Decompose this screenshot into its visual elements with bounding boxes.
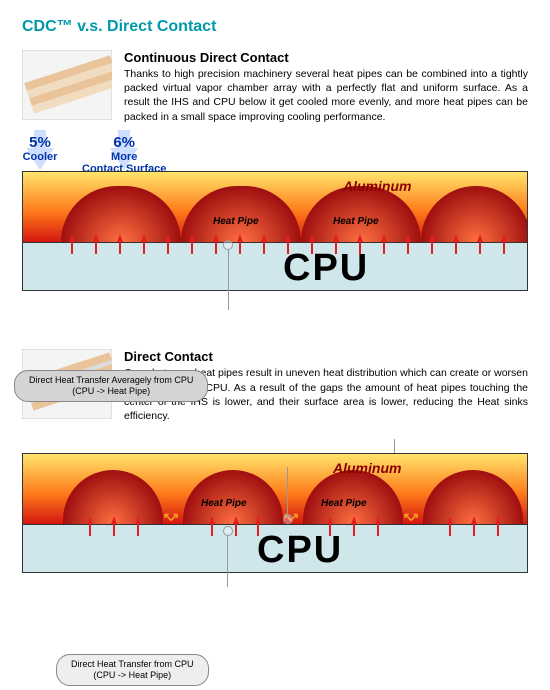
heat-arrow-icon (357, 234, 363, 242)
badge1-bottom: Cooler (18, 151, 62, 163)
section1-text: Continuous Direct Contact Thanks to high… (124, 50, 528, 124)
heat-arrow-stem (191, 242, 193, 254)
heat-arrow-icon (165, 234, 171, 242)
heat-arrow-icon (261, 234, 267, 242)
heat-arrow-icon (69, 234, 75, 242)
heat-arrow-icon (93, 234, 99, 242)
heat-arrow-icon (233, 516, 239, 524)
section1-heading: Continuous Direct Contact (124, 50, 528, 65)
heat-arrow-icon (405, 234, 411, 242)
callout3-line (227, 535, 228, 587)
heat-arrow-stem (71, 242, 73, 254)
section2-heading: Direct Contact (124, 349, 528, 364)
indirect-arrow-icon: ↗ (169, 510, 179, 524)
heat-arrow-icon (117, 234, 123, 242)
heat-arrow-icon (429, 234, 435, 242)
heat-arrow-stem (211, 524, 213, 536)
heat-arrow-stem (167, 242, 169, 254)
heatpipe-label: Heat Pipe (213, 216, 259, 227)
callout1-line1: Direct Heat Transfer Averagely from CPU (29, 375, 193, 385)
heat-arrow-stem (89, 524, 91, 536)
badge-contact: 6% More Contact Surface (82, 130, 166, 176)
heat-arrow-icon (213, 234, 219, 242)
section1-head: Continuous Direct Contact Thanks to high… (22, 50, 528, 124)
dia1-cpu-band (23, 242, 527, 290)
heat-arrow-stem (383, 242, 385, 254)
badge-row: 5% Cooler 6% More Contact Surface (18, 130, 550, 176)
callout2-line-b (287, 467, 288, 517)
heat-arrow-icon (477, 234, 483, 242)
heat-arrow-stem (455, 242, 457, 254)
heat-arrow-stem (377, 524, 379, 536)
heat-arrow-stem (479, 242, 481, 254)
badge2-mid: More (82, 151, 166, 163)
heat-arrow-icon (447, 516, 453, 524)
aluminum-label: Aluminum (343, 178, 411, 194)
heat-arrow-stem (235, 524, 237, 536)
heat-arrow-icon (381, 234, 387, 242)
heat-arrow-icon (111, 516, 117, 524)
page-title: CDC™ v.s. Direct Contact (0, 0, 550, 40)
heat-arrow-icon (471, 516, 477, 524)
callout-direct: Direct Heat Transfer from CPU (CPU -> He… (56, 654, 209, 686)
heat-arrow-stem (215, 242, 217, 254)
section-cdc: Continuous Direct Contact Thanks to high… (0, 40, 550, 124)
heatpipe-label: Heat Pipe (321, 498, 367, 509)
heat-arrow-icon (285, 234, 291, 242)
heat-arrow-stem (431, 242, 433, 254)
callout-direct-avg: Direct Heat Transfer Averagely from CPU … (14, 370, 208, 402)
cpu-label: CPU (257, 529, 343, 572)
thumb-cdc (22, 50, 112, 120)
heat-arrow-stem (239, 242, 241, 254)
aluminum-label: Aluminum (333, 460, 401, 476)
heat-arrow-icon (453, 234, 459, 242)
heat-arrow-icon (189, 234, 195, 242)
diagram1-wrap: Aluminum Heat Pipe Heat Pipe CPU (22, 171, 528, 291)
diagram-direct: ↖↗↖↗↖↗ Aluminum Heat PipeHeat Pipe CPU (22, 453, 528, 573)
heat-arrow-icon (255, 516, 261, 524)
heat-arrow-stem (449, 524, 451, 536)
heat-arrow-icon (141, 234, 147, 242)
heat-arrow-icon (375, 516, 381, 524)
heat-arrow-icon (209, 516, 215, 524)
heatpipe-label: Heat Pipe (201, 498, 247, 509)
section1-body: Thanks to high precision machinery sever… (124, 67, 528, 124)
heat-arrow-icon (327, 516, 333, 524)
diagram-cdc: Aluminum Heat Pipe Heat Pipe CPU (22, 171, 528, 291)
indirect-arrow-icon: ↗ (409, 510, 419, 524)
heat-arrow-stem (503, 242, 505, 254)
heat-arrow-icon (351, 516, 357, 524)
callout3-line1: Direct Heat Transfer from CPU (71, 659, 194, 669)
heat-arrow-stem (95, 242, 97, 254)
heat-arrow-stem (143, 242, 145, 254)
badge-cooler: 5% Cooler (18, 130, 62, 176)
heat-arrow-stem (407, 242, 409, 254)
diagram2-wrap: ↖↗↖↗↖↗ Aluminum Heat PipeHeat Pipe CPU (22, 453, 528, 573)
heat-arrow-stem (497, 524, 499, 536)
heat-arrow-stem (119, 242, 121, 254)
heat-arrow-icon (87, 516, 93, 524)
badge2-top: 6% (82, 135, 166, 152)
heat-arrow-icon (495, 516, 501, 524)
callout1-line2: (CPU -> Heat Pipe) (72, 386, 150, 396)
cpu-label: CPU (283, 247, 369, 290)
heat-arrow-stem (353, 524, 355, 536)
heat-arrow-icon (333, 234, 339, 242)
heat-arrow-stem (113, 524, 115, 536)
heat-arrow-icon (237, 234, 243, 242)
heat-arrow-stem (473, 524, 475, 536)
callout3-line2: (CPU -> Heat Pipe) (93, 670, 171, 680)
heat-arrow-stem (263, 242, 265, 254)
heat-arrow-stem (137, 524, 139, 536)
heat-arrow-icon (309, 234, 315, 242)
heatpipe-label: Heat Pipe (333, 216, 379, 227)
heat-arrow-icon (501, 234, 507, 242)
callout1-line (228, 250, 229, 310)
heat-arrow-icon (135, 516, 141, 524)
